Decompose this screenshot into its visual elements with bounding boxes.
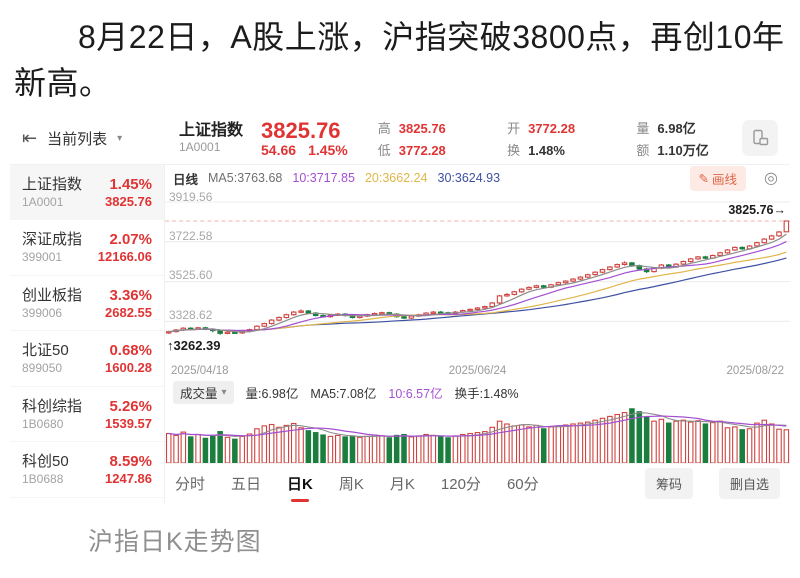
ma-legend: 日线 MA5:3763.68 10:3717.85 20:3662.24 30:… <box>165 165 790 192</box>
watchlist-item-shanghai[interactable]: 上证指数 1.45% 1A0001 3825.76 <box>10 164 164 221</box>
volume-chart[interactable] <box>165 405 790 463</box>
volume-ma10: 10:6.57亿 <box>388 387 443 402</box>
price-block: 3825.76 54.66 1.45% <box>261 119 348 158</box>
low-price-marker: ↑3262.39 <box>167 337 221 353</box>
rotate-screen-button[interactable] <box>742 120 778 157</box>
change-absolute: 54.66 <box>261 141 297 158</box>
volume-ma5: MA5:7.08亿 <box>310 387 377 402</box>
rotate-screen-icon <box>753 130 769 146</box>
watchlist-item-star-composite[interactable]: 科创综指 5.26% 1B0680 1539.57 <box>10 387 164 443</box>
y-axis-tick: 3525.60 <box>169 268 213 283</box>
article-headline: 8月22日，A股上涨，沪指突破3800点，再创10年新高。 <box>14 19 785 102</box>
stock-app-screenshot: ⇤ 当前列表 ▾ 上证指数 1A0001 3825.76 54.66 1.45%… <box>10 112 790 504</box>
x-tick-start: 2025/04/18 <box>171 364 229 377</box>
draw-line-label: 画线 <box>712 172 738 187</box>
tab-60min[interactable]: 60分 <box>506 476 539 494</box>
active-tab-underline <box>290 499 309 503</box>
quote-stats: 高 3825.76 低 3772.28 开 3772.28 换 1.48% 量 6.98亿… <box>378 118 736 159</box>
tab-120min[interactable]: 120分 <box>440 476 481 494</box>
volume-legend: 成交量 ▾ 量:6.98亿 MA5:7.08亿 10:6.57亿 换手:1.48… <box>165 381 790 405</box>
current-price-label: 3825.76→ <box>728 202 786 217</box>
tab-monthly-k[interactable]: 月K <box>389 476 415 494</box>
ma5-value: MA5:3763.68 <box>208 171 283 186</box>
y-axis-tick: 3919.56 <box>169 189 213 204</box>
figure-caption: 沪指日K走势图 <box>88 527 262 556</box>
quote-code: 1A0001 <box>179 140 221 155</box>
x-axis: 2025/04/18 2025/06/24 2025/08/22 <box>165 364 790 381</box>
draw-line-button[interactable]: ✎ 画线 <box>689 165 747 191</box>
x-tick-mid: 2025/06/24 <box>448 364 507 377</box>
volume-indicator-label: 成交量 <box>180 387 218 402</box>
volume-value: 量:6.98亿 <box>245 387 299 402</box>
volume-chart-svg <box>165 408 790 463</box>
kline-chart[interactable]: 3919.56 3722.58 3525.60 3328.62 3825.76→… <box>165 189 790 364</box>
ma10-value: 10:3717.85 <box>292 171 355 186</box>
quote-header: ⇤ 当前列表 ▾ 上证指数 1A0001 3825.76 54.66 1.45%… <box>10 113 790 165</box>
watchlist-item-shenzhen[interactable]: 深证成指 2.07% 399001 12166.06 <box>10 220 164 276</box>
period-label: 日线 <box>173 172 199 187</box>
y-axis-tick: 3722.58 <box>169 228 213 243</box>
chevron-down-icon: ▾ <box>117 132 123 144</box>
watchlist-item-chinext[interactable]: 创业板指 3.36% 399006 2682.55 <box>10 276 164 332</box>
ma20-value: 20:3662.24 <box>364 171 428 186</box>
quote-name: 上证指数 <box>179 121 244 139</box>
x-tick-end: 2025/08/22 <box>726 364 784 377</box>
chevron-down-icon: ▾ <box>221 387 227 399</box>
current-list-dropdown[interactable]: ⇤ 当前列表 ▾ <box>10 128 165 149</box>
settings-icon[interactable]: ◎ <box>764 170 778 188</box>
stat-turnover: 换 1.48% <box>507 142 565 158</box>
volume-indicator-dropdown[interactable]: 成交量 ▾ <box>173 381 234 405</box>
period-tab-bar: 分时 五日 日K 周K 月K 120分 60分 筹码 删自选 <box>165 462 790 504</box>
watchlist-sidebar: 上证指数 1.45% 1A0001 3825.76 深证成指 2.07% 399001… <box>10 164 165 504</box>
tab-weekly-k[interactable]: 周K <box>338 476 364 494</box>
stat-volume: 量 6.98亿 <box>636 120 696 136</box>
y-axis-tick: 3328.62 <box>169 308 213 323</box>
ma30-value: 30:3624.93 <box>437 171 501 186</box>
turnover-rate: 换手:1.48% <box>454 387 519 402</box>
tab-5day[interactable]: 五日 <box>231 476 262 494</box>
stat-open: 开 3772.28 <box>507 120 576 136</box>
collapse-list-icon: ⇤ <box>22 128 38 149</box>
watchlist-item-star50[interactable]: 科创50 8.59% 1B0688 1247.86 <box>10 442 164 498</box>
tab-minute[interactable]: 分时 <box>175 476 206 494</box>
kline-chart-svg <box>165 201 790 335</box>
chart-panel: 日线 MA5:3763.68 10:3717.85 20:3662.24 30:… <box>165 165 790 504</box>
change-percent: 1.45% <box>308 141 348 158</box>
last-price: 3825.76 <box>261 117 341 143</box>
stat-amount: 额 1.10万亿 <box>636 142 709 158</box>
current-list-label: 当前列表 <box>47 130 108 148</box>
stat-high: 高 3825.76 <box>377 120 446 136</box>
quote-ident: 上证指数 1A0001 <box>179 121 243 156</box>
tab-daily-k[interactable]: 日K <box>287 469 313 503</box>
chips-distribution-button[interactable]: 筹码 <box>644 468 693 500</box>
pencil-icon: ✎ <box>698 171 710 186</box>
watchlist-item-bse50[interactable]: 北证50 0.68% 899050 1600.28 <box>10 331 164 387</box>
remove-favorite-button[interactable]: 删自选 <box>718 468 780 500</box>
stat-low: 低 3772.28 <box>377 142 446 158</box>
